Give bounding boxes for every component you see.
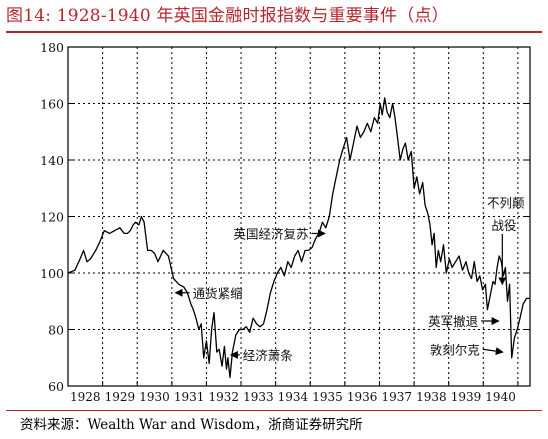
x-tick-label: 1938 (416, 390, 447, 404)
annotation-label: 通货紧缩 (193, 286, 243, 301)
y-tick-label: 80 (48, 323, 64, 338)
y-tick-label: 120 (40, 210, 64, 225)
x-tick-label: 1929 (105, 390, 136, 404)
annotation-label: 不列颠 (487, 195, 525, 210)
y-tick-label: 180 (40, 40, 64, 55)
x-tick-label: 1937 (381, 390, 412, 404)
x-tick-label: 1933 (243, 390, 274, 404)
annotation-label: 敦刻尔克 (430, 342, 480, 357)
y-tick-label: 60 (48, 379, 64, 394)
series-line-0 (67, 97, 530, 379)
annotation-label: 经济萧条 (243, 348, 294, 363)
annotation-arrow (482, 347, 504, 356)
x-tick-label: 1936 (347, 390, 378, 404)
annotation-label: 战役 (492, 218, 517, 233)
annotation-label: 英军撤退 (428, 314, 479, 329)
x-tick-label: 1935 (312, 390, 343, 404)
y-tick-label: 140 (40, 153, 64, 168)
x-tick-label: 1939 (451, 390, 482, 404)
gridlines (68, 47, 530, 386)
x-tick-label: 1940 (485, 390, 516, 404)
x-tick-label: 1930 (139, 390, 170, 404)
x-tick-label: 1934 (278, 390, 309, 404)
x-tick-label: 1928 (70, 390, 101, 404)
x-tick-label: 1932 (208, 390, 239, 404)
title-divider (6, 31, 542, 33)
series-line-layer (67, 97, 530, 379)
axes: 60 80 100 120 140 160 180 1928 1929 1930 1931 1932 1… (40, 40, 531, 404)
ftse-index-line-chart: 60 80 100 120 140 160 180 1928 1929 1930 1931 1932 1… (40, 40, 531, 404)
source-note: 资料来源：Wealth War and Wisdom，浙商证券研究所 (20, 417, 363, 433)
plot-frame (67, 46, 531, 387)
annotation-label: 英国经济复苏 (234, 226, 309, 241)
y-tick-label: 160 (40, 97, 64, 112)
y-tick-label: 100 (40, 266, 64, 281)
chart-title: 图14: 1928-1940 年英国金融时报指数与重要事件（点） (6, 6, 449, 26)
source-divider (6, 410, 542, 411)
x-tick-label: 1931 (174, 390, 205, 404)
